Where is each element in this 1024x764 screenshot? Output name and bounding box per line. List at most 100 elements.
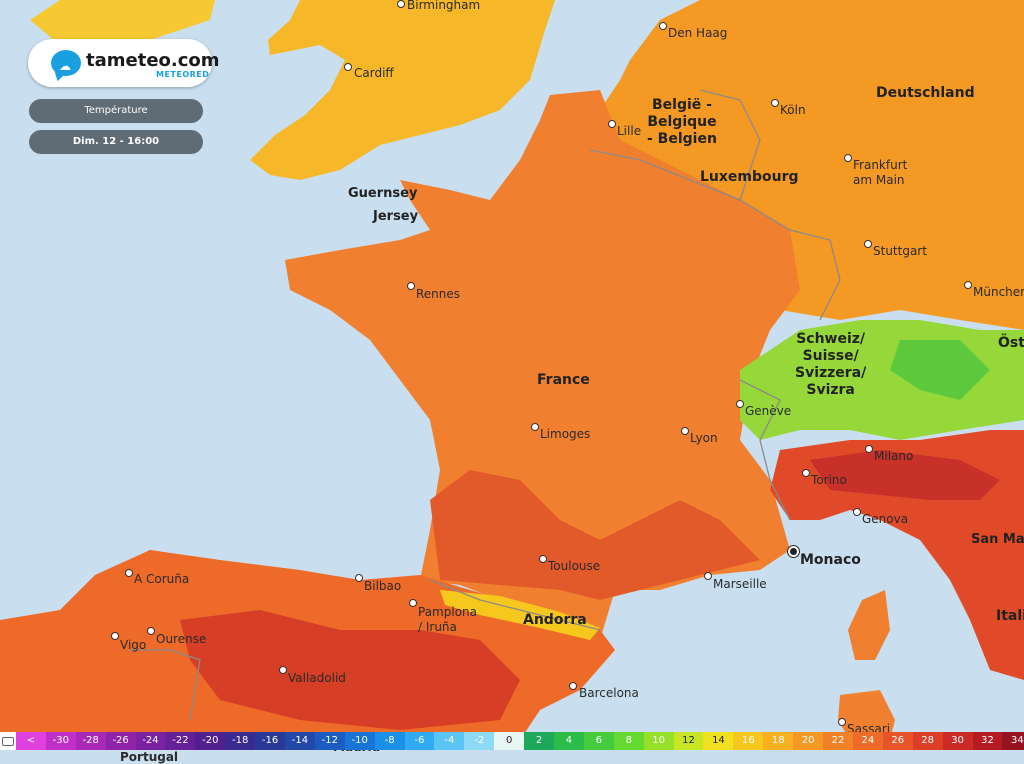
legend-swatch: 30 — [942, 732, 973, 750]
country-label-andorra: Andorra — [523, 612, 587, 628]
city-dot[interactable] — [704, 572, 712, 580]
legend-swatch: 26 — [882, 732, 913, 750]
country-label-france: France — [537, 372, 590, 388]
legend-swatch: 8 — [613, 732, 644, 750]
city-dot[interactable] — [355, 574, 363, 582]
city-dot[interactable] — [659, 22, 667, 30]
city-dot[interactable] — [531, 423, 539, 431]
city-dot[interactable] — [853, 508, 861, 516]
temperature-legend: < -30 -28 -26 -24 -22 -20 -18 -16 -14 -12 -10 -8 -6 -4… — [0, 732, 1024, 750]
city-label-stuttgart: Stuttgart — [873, 244, 927, 258]
city-dot[interactable] — [771, 99, 779, 107]
country-label-monaco: Monaco — [800, 552, 861, 568]
city-label-lille: Lille — [617, 124, 642, 138]
city-label-toulouse: Toulouse — [548, 559, 601, 573]
city-dot[interactable] — [865, 445, 873, 453]
legend-swatch: -22 — [165, 732, 196, 750]
legend-swatch: -10 — [344, 732, 375, 750]
legend-swatch: 18 — [763, 732, 794, 750]
city-dot[interactable] — [802, 469, 810, 477]
land-france — [285, 90, 800, 640]
legend-swatch: 14 — [703, 732, 734, 750]
city-label-den-haag: Den Haag — [668, 26, 728, 40]
legend-swatch: 20 — [793, 732, 824, 750]
country-label-portugal: Portugal — [120, 750, 179, 764]
city-label-rennes: Rennes — [416, 287, 461, 301]
tameteo-logo[interactable]: ☁ tameteo.com METEORED — [28, 39, 220, 87]
city-dot[interactable] — [838, 718, 846, 726]
land-po-valley — [810, 450, 1000, 500]
country-label-schweiz: Schweiz/ Suisse/ Svizzera/ Svizra — [795, 331, 867, 398]
city-dot[interactable] — [539, 555, 547, 563]
city-label-limoges: Limoges — [540, 427, 591, 441]
capital-dot[interactable] — [788, 546, 799, 557]
city-label-valladolid: Valladolid — [288, 671, 346, 685]
land-sardinia — [838, 690, 895, 740]
city-dot[interactable] — [147, 627, 155, 635]
city-dot[interactable] — [844, 154, 852, 162]
city-dot[interactable] — [681, 427, 689, 435]
city-dot[interactable] — [125, 569, 133, 577]
city-dot[interactable] — [111, 632, 119, 640]
country-label-jersey: Jersey — [373, 209, 419, 224]
legend-swatch: -14 — [285, 732, 315, 750]
city-label-barcelona: Barcelona — [579, 686, 639, 700]
legend-swatch: 32 — [972, 732, 1003, 750]
time-selector-button[interactable]: Dim. 12 - 16:00 — [29, 130, 203, 154]
city-label-frankfurt: Frankfurt am Main — [853, 158, 908, 187]
city-label-torino: Torino — [811, 473, 847, 487]
city-label-geneve: Genève — [745, 404, 792, 418]
city-dot[interactable] — [279, 666, 287, 674]
country-label-italia: Itali — [996, 608, 1024, 624]
legend-swatch: 16 — [733, 732, 764, 750]
land-alps-peaks — [890, 340, 990, 400]
legend-swatch: 4 — [554, 732, 584, 750]
country-label-deutschland: Deutschland — [876, 85, 975, 101]
city-label-marseille: Marseille — [713, 577, 767, 591]
city-label-koln: Köln — [780, 103, 806, 117]
country-label-luxembourg: Luxembourg — [700, 169, 799, 185]
legend-swatch: < — [16, 732, 46, 750]
land-england-wales — [250, 0, 555, 180]
legend-swatch: -6 — [404, 732, 435, 750]
land-spain-hot — [180, 610, 520, 730]
city-label-pamplona: Pamplona / Iruña — [418, 605, 477, 634]
legend-swatch: 24 — [852, 732, 883, 750]
city-label-lyon: Lyon — [690, 431, 718, 445]
legend-swatch: 34 — [1002, 732, 1024, 750]
legend-swatch: 10 — [643, 732, 674, 750]
country-label-osterreich: Öst — [998, 335, 1024, 351]
legend-swatch: -8 — [374, 732, 405, 750]
legend-swatch: -4 — [434, 732, 465, 750]
city-label-vigo: Vigo — [120, 638, 147, 652]
land-corsica — [848, 590, 890, 660]
city-dot[interactable] — [407, 282, 415, 290]
legend-swatch: 22 — [823, 732, 853, 750]
city-dot[interactable] — [397, 0, 405, 8]
city-dot[interactable] — [608, 120, 616, 128]
city-label-cardiff: Cardiff — [354, 66, 394, 80]
city-label-birmingham: Birmingham — [407, 0, 481, 12]
country-label-san-marino: San Mari — [971, 532, 1024, 547]
city-dot[interactable] — [964, 281, 972, 289]
layer-selector-button[interactable]: Température — [29, 99, 203, 123]
land-pyrenees — [440, 590, 600, 640]
legend-toggle-icon[interactable] — [0, 732, 16, 750]
country-label-guernsey: Guernsey — [348, 186, 418, 201]
legend-swatch: -12 — [314, 732, 345, 750]
legend-swatch: 2 — [524, 732, 555, 750]
legend-swatch: 6 — [583, 732, 614, 750]
city-dot[interactable] — [864, 240, 872, 248]
city-dot[interactable] — [344, 63, 352, 71]
city-dot[interactable] — [736, 400, 744, 408]
city-label-a-coruna: A Coruña — [134, 572, 190, 586]
legend-swatch: -18 — [225, 732, 256, 750]
legend-swatch: -28 — [75, 732, 106, 750]
city-dot[interactable] — [569, 682, 577, 690]
city-label-milano: Milano — [874, 449, 914, 463]
country-label-belgique: België - Belgique - Belgien — [647, 97, 717, 147]
city-dot[interactable] — [409, 599, 417, 607]
legend-swatch: -16 — [255, 732, 286, 750]
legend-swatch: 28 — [912, 732, 943, 750]
